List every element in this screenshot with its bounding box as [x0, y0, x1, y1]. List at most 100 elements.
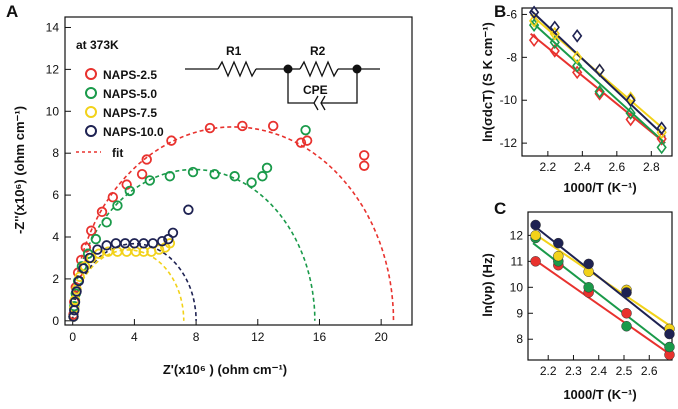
data-point-naps-7.5 [572, 50, 583, 65]
panel-c-y-tick-label: 11 [511, 254, 524, 268]
data-point-naps-7.5 [549, 26, 560, 41]
panel-b-y-tick-label: -10 [500, 93, 518, 107]
circuit-node [283, 64, 293, 74]
data-point-naps-5.0 [209, 168, 220, 180]
panel-b-y-tick-label: -8 [506, 50, 517, 64]
legend-label: NAPS-10.0 [103, 125, 164, 139]
panel-c-y-tick-label: 8 [516, 332, 523, 346]
data-point-naps-10.0 [664, 328, 675, 340]
panel-b-x-tick-label: 2.8 [643, 160, 660, 174]
panel-a-x-tick-label: 12 [251, 330, 265, 344]
data-point-naps-7.5 [528, 14, 540, 28]
data-point-naps-7.5 [553, 250, 564, 262]
data-point-naps-7.5 [79, 261, 91, 272]
panel-label-a: A [6, 2, 18, 21]
data-point-naps-10.0 [156, 235, 168, 247]
panel-a-x-ticks: 0 4 8 12 16 20 [69, 319, 388, 344]
panel-c-x-tick-label: 2.5 [616, 364, 633, 378]
data-point-naps-5.0 [625, 106, 636, 120]
fit-curve-naps-2.5 [71, 126, 395, 321]
legend-fit-label: fit [112, 146, 123, 160]
data-point-naps-5.0 [76, 261, 88, 272]
panel-a-x-tick-label: 16 [313, 330, 327, 344]
data-point-naps-2.5 [204, 122, 216, 134]
panel-c-x-axis-label: 1000/T (K⁻¹) [563, 387, 636, 402]
data-point-naps-2.5 [625, 112, 636, 127]
panel-b-y-axis-label: ln(σdcT) (S K cm⁻¹) [480, 22, 495, 142]
panel-a-y-tick-label: 12 [46, 62, 60, 76]
data-point-naps-5.0 [229, 171, 240, 182]
cpe-plate-left [313, 95, 319, 111]
data-point-naps-5.0 [583, 282, 594, 293]
panel-b-fit-lines [529, 9, 666, 144]
data-point-naps-10.0 [101, 240, 112, 251]
data-point-naps-2.5 [166, 135, 177, 146]
resistor-r1-label: R1 [226, 44, 242, 58]
panel-a-x-tick-label: 4 [131, 330, 138, 344]
data-point-naps-10.0 [84, 252, 95, 264]
data-point-naps-5.0 [90, 233, 102, 245]
data-point-naps-10.0 [553, 237, 564, 249]
data-point-naps-2.5 [656, 132, 667, 146]
panel-b-x-tick-label: 2.6 [608, 160, 625, 174]
data-point-naps-2.5 [86, 225, 97, 236]
panel-a-y-tick-label: 10 [46, 104, 60, 118]
data-point-naps-10.0 [68, 311, 79, 322]
panel-c-x-tick-label: 2.3 [565, 364, 582, 378]
panel-a-legend: NAPS-2.5 NAPS-5.0 NAPS-7.5 NAPS-10.0 fit [76, 68, 164, 160]
data-point-naps-10.0 [528, 5, 540, 20]
data-point-naps-10.0 [110, 238, 122, 249]
data-point-naps-10.0 [656, 121, 667, 135]
panel-c-x-tick-label: 2.6 [641, 364, 658, 378]
panel-c-x-tick-label: 2.4 [590, 364, 607, 378]
panel-c-y-tick-label: 12 [510, 228, 524, 242]
data-point-naps-2.5 [528, 33, 540, 48]
panel-b-x-ticks: 2.2 2.4 2.6 2.8 [540, 151, 660, 174]
data-point-naps-10.0 [73, 275, 85, 287]
data-point-naps-2.5 [237, 120, 248, 132]
data-point-naps-5.0 [594, 84, 605, 99]
panel-label-b: B [494, 2, 506, 21]
data-point-naps-2.5 [549, 44, 560, 58]
data-point-naps-2.5 [530, 256, 541, 267]
data-point-naps-2.5 [295, 137, 307, 148]
data-point-naps-10.0 [183, 204, 194, 215]
fit-line-naps-2.5 [532, 257, 672, 356]
fit-curve-naps-10.0 [71, 242, 197, 321]
panel-label-c: C [494, 199, 506, 218]
data-point-naps-10.0 [167, 227, 179, 239]
panel-a-x-tick-label: 0 [69, 330, 76, 344]
panel-a-y-tick-label: 4 [52, 230, 59, 244]
legend-marker-naps-7.5 [85, 106, 97, 118]
panel-b-x-axis-label: 1000/T (K⁻¹) [563, 180, 636, 195]
panel-b-conductivity-plot: 2.2 2.4 2.6 2.8 -6 -8 -10 -12 1000/T (K⁻¹) ln(… [480, 5, 673, 195]
data-point-naps-5.0 [664, 341, 675, 353]
data-point-naps-10.0 [78, 263, 89, 274]
data-point-naps-2.5 [594, 86, 605, 101]
panel-c-x-ticks: 2.2 2.3 2.4 2.5 2.6 [540, 355, 658, 378]
data-point-naps-5.0 [112, 200, 123, 211]
data-point-naps-5.0 [621, 320, 632, 332]
legend-label: NAPS-7.5 [103, 106, 157, 120]
data-point-naps-5.0 [257, 171, 268, 182]
data-point-naps-7.5 [121, 246, 132, 257]
panel-a-y-ticks: 0 2 4 6 8 10 12 14 [46, 20, 71, 328]
data-point-naps-2.5 [107, 191, 119, 203]
panel-a-x-axis-label: Z'(x10⁶ ) (ohm cm⁻¹) [163, 362, 287, 377]
data-point-naps-2.5 [141, 154, 152, 165]
legend-marker-naps-10.0 [85, 125, 97, 137]
panel-c-x-tick-label: 2.2 [540, 364, 557, 378]
data-point-naps-5.0 [261, 162, 273, 174]
data-point-naps-10.0 [625, 93, 636, 108]
data-point-naps-2.5 [621, 308, 632, 319]
panel-b-y-ticks: -6 -8 -10 -12 [500, 7, 527, 150]
data-point-naps-10.0 [530, 219, 541, 231]
data-point-naps-5.0 [144, 175, 156, 186]
panel-c-data-points [530, 219, 675, 361]
panel-b-x-tick-label: 2.2 [540, 160, 557, 174]
data-point-naps-5.0 [164, 171, 176, 182]
panel-a-title: at 373K [76, 38, 119, 52]
data-point-naps-10.0 [92, 244, 103, 255]
